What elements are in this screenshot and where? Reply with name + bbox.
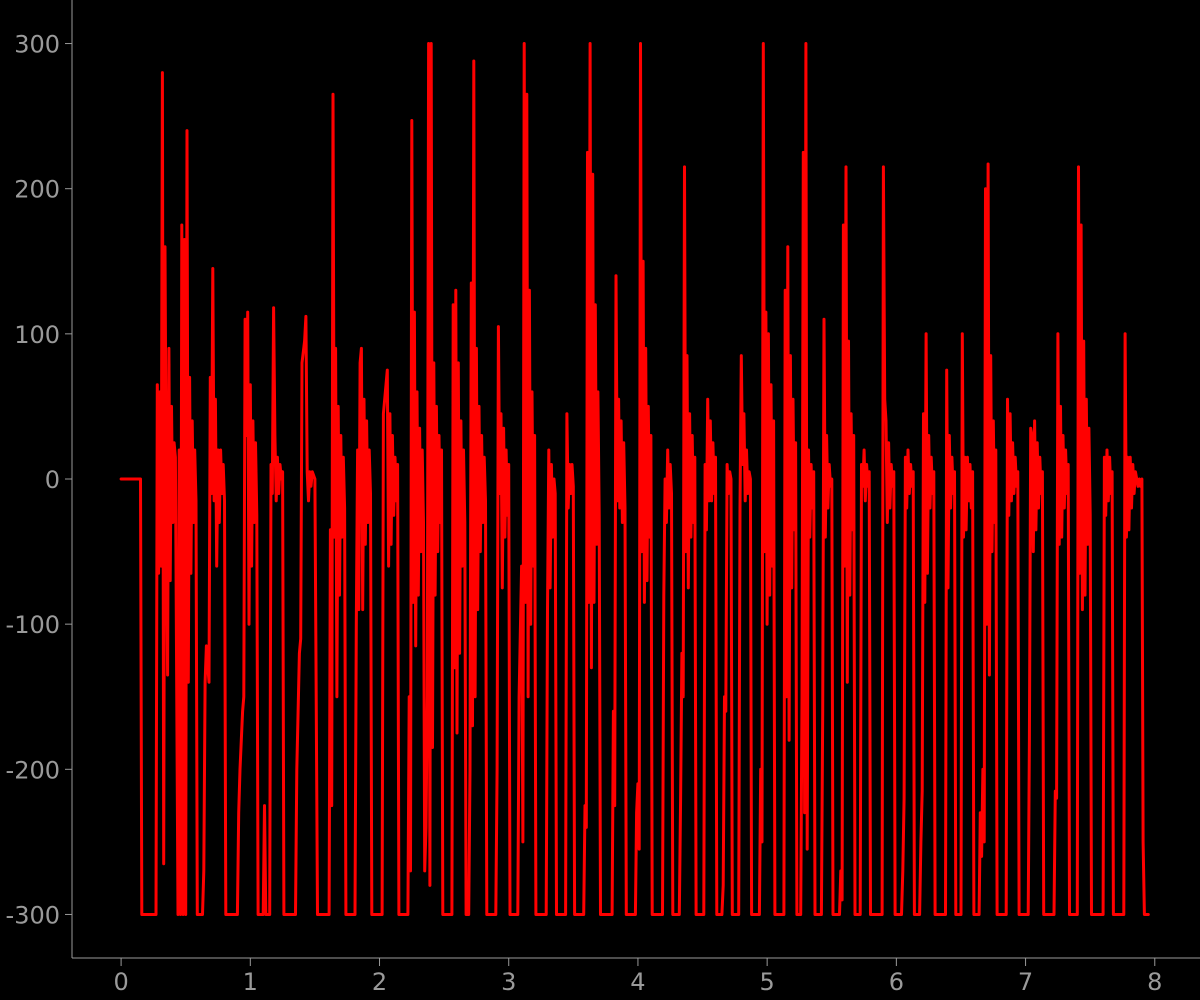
x-tick-label: 5: [760, 968, 775, 996]
x-tick-label: 4: [630, 968, 645, 996]
x-tick-label: 8: [1147, 968, 1162, 996]
chart-ticks: -300 -200 -100 0 100 200 300 0 1 2 3 4 5 6 7 8: [6, 31, 1163, 996]
y-tick-label: 100: [14, 321, 60, 349]
y-tick-label: 0: [45, 466, 60, 494]
x-tick-label: 2: [372, 968, 387, 996]
chart-series: [119, 42, 1150, 916]
y-tick-label: -100: [6, 611, 60, 639]
y-tick-label: -200: [6, 756, 60, 784]
x-tick-label: 7: [1018, 968, 1033, 996]
x-tick-label: 1: [243, 968, 258, 996]
y-tick-label: -300: [6, 901, 60, 929]
y-tick-label: 300: [14, 31, 60, 59]
x-tick-label: 0: [113, 968, 128, 996]
x-tick-label: 3: [501, 968, 516, 996]
x-tick-label: 6: [889, 968, 904, 996]
y-tick-label: 200: [14, 176, 60, 204]
series-line-0: [119, 42, 1150, 916]
